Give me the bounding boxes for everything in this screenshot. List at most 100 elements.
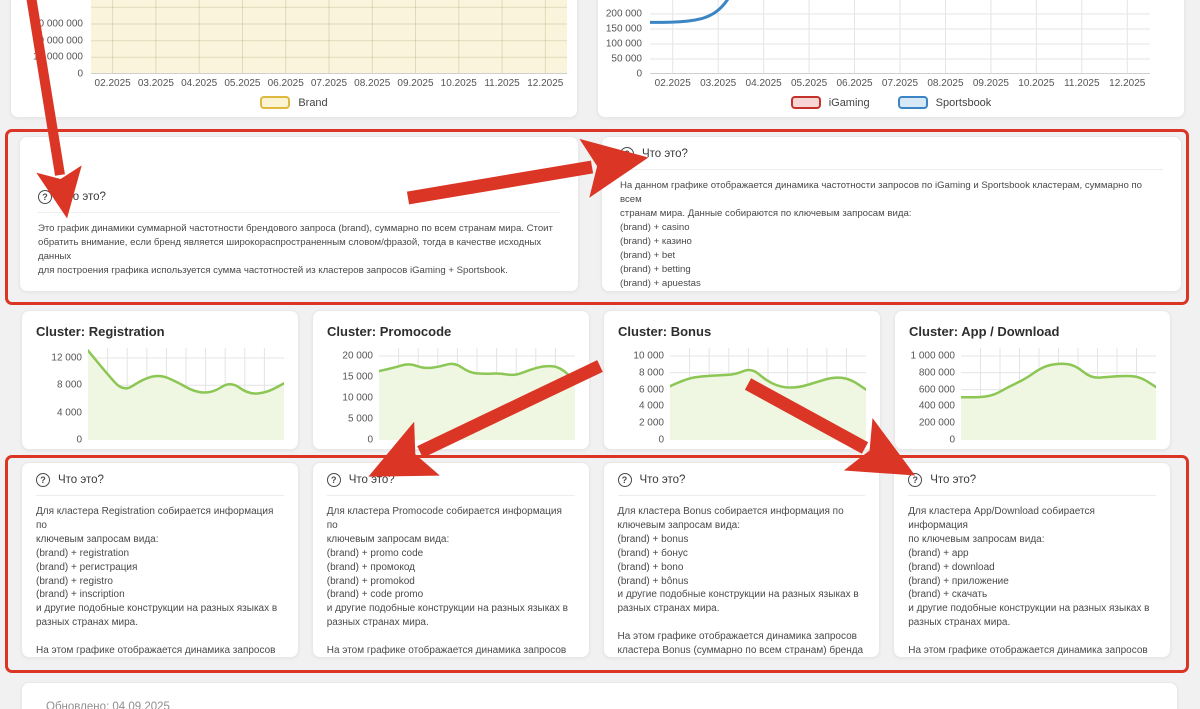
question-icon: ? (908, 473, 923, 487)
x-tick-label: 08.2025 (354, 78, 391, 89)
cluster-title: Cluster: Promocode (327, 324, 452, 339)
bonus-help-card: ? Что это? Для кластера Bonus собирается… (602, 462, 881, 658)
y-tick-label: 150 000 (605, 23, 642, 35)
promocode-help-text: Для кластера Promocode собирается информ… (326, 506, 568, 657)
app-download-plot-area (961, 348, 1156, 440)
y-tick-label: 100 000 (605, 38, 642, 50)
y-tick-label: 0 (77, 68, 83, 80)
igaming-sportsbook-chart-card: 200 000 150 000 100 000 50 000 0 02.2025 03.2… (597, 0, 1185, 118)
y-tick-label: 800 000 (918, 367, 955, 379)
cluster-card-app-download: Cluster: App / Download 1 000 000 800 000… (894, 310, 1171, 450)
x-tick-label: 11.2025 (484, 78, 520, 89)
y-tick-label: 20 000 000 (32, 35, 83, 47)
y-tick-label: 20 000 (342, 350, 373, 362)
divider (908, 495, 1156, 496)
question-icon: ? (326, 473, 341, 487)
y-tick-label: 4 000 (56, 407, 82, 419)
cluster-card-promocode: Cluster: Promocode 20 000 15 000 10 000 5 0… (312, 310, 590, 450)
x-tick-label: 08.2025 (927, 78, 964, 89)
x-tick-label: 04.2025 (745, 78, 782, 89)
help-heading: Что это? (348, 474, 395, 486)
igaming-sportsbook-legend: iGaming Sportsbook (598, 96, 1184, 109)
cluster-chart: 20 000 15 000 10 000 5 000 0 (327, 348, 575, 446)
igaming-sportsbook-plot-area (650, 0, 1150, 74)
legend-item[interactable]: Brand (260, 96, 328, 109)
y-tick-label: 0 (76, 434, 82, 446)
y-axis-labels: 1 000 000 800 000 600 000 400 000 200 000 0 (909, 348, 961, 445)
brand-help-card: ? Что это? Это график динамики суммарной… (19, 136, 579, 292)
x-tick-label: 06.2025 (836, 78, 873, 89)
y-axis-labels: 20 000 15 000 10 000 5 000 0 (327, 348, 379, 445)
x-tick-label: 09.2025 (972, 78, 1009, 89)
x-tick-label: 07.2025 (881, 78, 919, 89)
footer-card: Обновлено: 04.09.2025 (21, 682, 1178, 709)
y-tick-label: 30 000 000 (32, 18, 83, 30)
cluster-title: Cluster: Bonus (618, 324, 712, 339)
x-tick-label: 10.2025 (440, 78, 477, 89)
registration-plot-area (88, 348, 284, 440)
cluster-title: Cluster: App / Download (909, 324, 1060, 339)
y-tick-label: 200 000 (918, 417, 955, 429)
divider (36, 495, 284, 496)
legend-label: Brand (298, 96, 328, 109)
help-heading-row: ? Что это? (36, 473, 284, 487)
y-tick-label: 10 000 (633, 350, 664, 362)
cluster-chart: 10 000 8 000 6 000 4 000 2 000 0 (618, 348, 866, 446)
y-tick-label: 400 000 (918, 400, 955, 412)
brand-plot-area (91, 0, 567, 74)
promocode-help-card: ? Что это? Для кластера Promocode собира… (311, 462, 590, 658)
y-tick-label: 0 (658, 434, 664, 446)
y-tick-label: 0 (367, 434, 373, 446)
brand-help-text: Это график динамики суммарной частотност… (38, 223, 553, 276)
updated-timestamp: Обновлено: 04.09.2025 (46, 701, 170, 709)
x-tick-label: 03.2025 (700, 78, 737, 89)
y-tick-label: 600 000 (918, 384, 955, 396)
question-icon: ? (617, 473, 632, 487)
help-heading-row: ? Что это? (38, 190, 560, 204)
brand-legend: Brand (11, 96, 577, 109)
help-heading: Что это? (60, 191, 106, 203)
help-heading: Что это? (58, 474, 104, 486)
legend-swatch (790, 96, 821, 109)
bonus-plot-area (670, 348, 866, 440)
x-tick-label: 12.2025 (1109, 78, 1146, 89)
question-icon: ? (36, 473, 50, 487)
y-tick-label: 8 000 (638, 367, 664, 379)
y-axis-labels: 30 000 000 20 000 000 10 000 000 0 (11, 0, 89, 80)
y-tick-label: 6 000 (638, 384, 664, 396)
y-tick-label: 2 000 (638, 417, 664, 429)
bonus-help-text: Для кластера Bonus собирается информация… (617, 506, 864, 657)
y-tick-label: 4 000 (638, 400, 664, 412)
app-download-help-text: Для кластера App/Download собирается инф… (908, 506, 1150, 657)
app-download-help-card: ? Что это? Для кластера App/Download соб… (893, 462, 1171, 658)
help-heading-row: ? Что это? (617, 473, 866, 487)
x-tick-label: 09.2025 (397, 78, 434, 89)
cluster-card-registration: Cluster: Registration 12 000 8 000 4 000 0 (21, 310, 299, 450)
x-axis-labels: 02.2025 03.2025 04.2025 05.2025 06.2025 07.20… (650, 78, 1150, 89)
registration-help-text: Для кластера Registration собирается инф… (36, 506, 278, 657)
legend-item[interactable]: Sportsbook (897, 96, 992, 109)
x-tick-label: 11.2025 (1064, 78, 1100, 89)
x-tick-label: 05.2025 (224, 78, 261, 89)
help-heading: Что это? (930, 474, 977, 486)
cluster-chart: 1 000 000 800 000 600 000 400 000 200 000 0 (909, 348, 1156, 446)
x-tick-label: 10.2025 (1018, 78, 1055, 89)
x-tick-label: 05.2025 (791, 78, 828, 89)
clusters-help-text: На данном графике отображается динамика … (620, 180, 1142, 289)
legend-label: Sportsbook (935, 96, 992, 109)
y-tick-label: 50 000 (611, 53, 642, 65)
y-tick-label: 10 000 000 (32, 51, 83, 63)
y-tick-label: 0 (949, 434, 955, 446)
legend-item[interactable]: iGaming (790, 96, 870, 109)
y-axis-labels: 12 000 8 000 4 000 0 (36, 348, 88, 445)
promocode-plot-area (379, 348, 575, 440)
help-heading: Что это? (639, 474, 686, 486)
registration-help-card: ? Что это? Для кластера Registration соб… (21, 462, 299, 658)
help-heading-row: ? Что это? (620, 147, 1163, 161)
cluster-title: Cluster: Registration (36, 324, 165, 339)
y-axis-labels: 10 000 8 000 6 000 4 000 2 000 0 (618, 348, 670, 445)
y-tick-label: 0 (636, 68, 642, 80)
y-tick-label: 15 000 (342, 371, 373, 383)
y-tick-label: 200 000 (605, 8, 642, 20)
